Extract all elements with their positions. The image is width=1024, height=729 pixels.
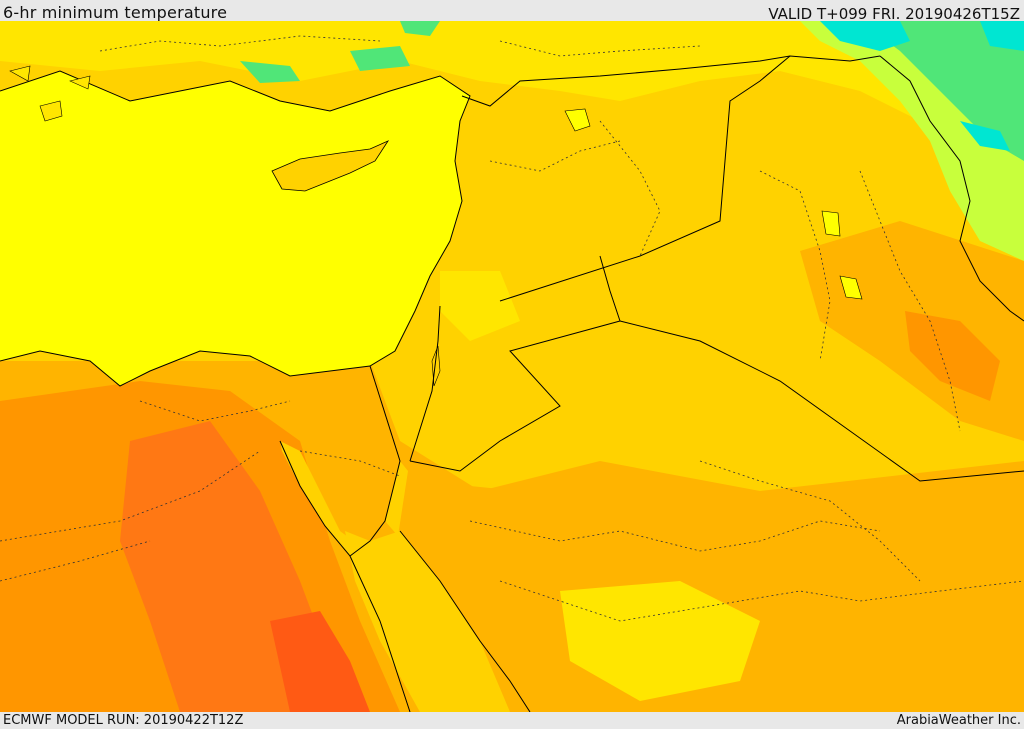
admin-line-2 [0, 540, 151, 582]
header-bar: 6-hr minimum temperature VALID T+099 FRI… [0, 0, 1024, 21]
aegean-island-3 [69, 75, 91, 90]
iraq-lake-2 [839, 275, 863, 300]
admin-line-1 [0, 450, 261, 542]
mediterranean-sea [0, 71, 470, 386]
cyan-patch-northeast [820, 21, 910, 51]
admin-line-6 [699, 460, 921, 582]
admin-line-7 [599, 120, 661, 257]
red-sea-west-coast [349, 555, 411, 712]
gold-patch-jordan [440, 271, 520, 341]
aegean-island-1 [39, 100, 63, 122]
cyan-patch-far-northeast [980, 21, 1024, 51]
syria-iraq-border [499, 55, 791, 302]
red-sea [345, 531, 510, 712]
aegean-islands [9, 65, 91, 122]
mediterranean-coastline [0, 70, 471, 387]
valid-time-label: VALID T+099 FRI. 20190426T15Z [768, 5, 1020, 21]
gold-patch-arabia [560, 581, 760, 701]
credit-label: ArabiaWeather Inc. [896, 713, 1021, 728]
admin-line-10 [859, 170, 961, 432]
green-patch-turkey-2 [350, 46, 410, 71]
jordan-israel-border [409, 305, 441, 462]
lake-assad [564, 108, 591, 132]
aegean-island-2 [9, 65, 31, 82]
green-patch-turkey-1 [240, 61, 300, 83]
admin-line-8 [489, 140, 621, 172]
iran-iraq-border [879, 55, 1024, 322]
green-patch-turkey-3 [400, 21, 440, 36]
admin-line-12 [499, 40, 701, 57]
admin-line-3 [299, 450, 401, 477]
red-sea-east-coast [399, 530, 531, 712]
orange-patch-iraq [905, 311, 1000, 401]
admin-line-4 [469, 520, 881, 552]
gulf-of-suez [280, 441, 360, 556]
syria-turkey-border [461, 55, 881, 107]
footer-bar: ECMWF MODEL RUN: 20190422T12Z ArabiaWeat… [0, 712, 1024, 729]
egypt-israel-border [369, 365, 401, 462]
jordan-iraq-saudi-border [409, 255, 621, 472]
red-orange-patch [270, 611, 370, 712]
admin-line-13 [139, 400, 291, 422]
admin-line-11 [99, 35, 381, 52]
saudi-iraq-border [619, 320, 1024, 482]
cyan-patch-north-east-2 [960, 121, 1010, 151]
gulf-of-aqaba [385, 461, 408, 536]
iraq-lake-1 [821, 210, 841, 237]
green-field-northeast [860, 21, 1024, 161]
country-borders [0, 55, 1024, 712]
cyprus-island [271, 140, 390, 192]
map-title: 6-hr minimum temperature [3, 3, 228, 21]
temperature-map[interactable] [0, 21, 1024, 712]
model-run-label: ECMWF MODEL RUN: 20190422T12Z [3, 713, 244, 728]
admin-boundaries [0, 35, 1024, 622]
light-yellow-field-north [0, 21, 1024, 141]
